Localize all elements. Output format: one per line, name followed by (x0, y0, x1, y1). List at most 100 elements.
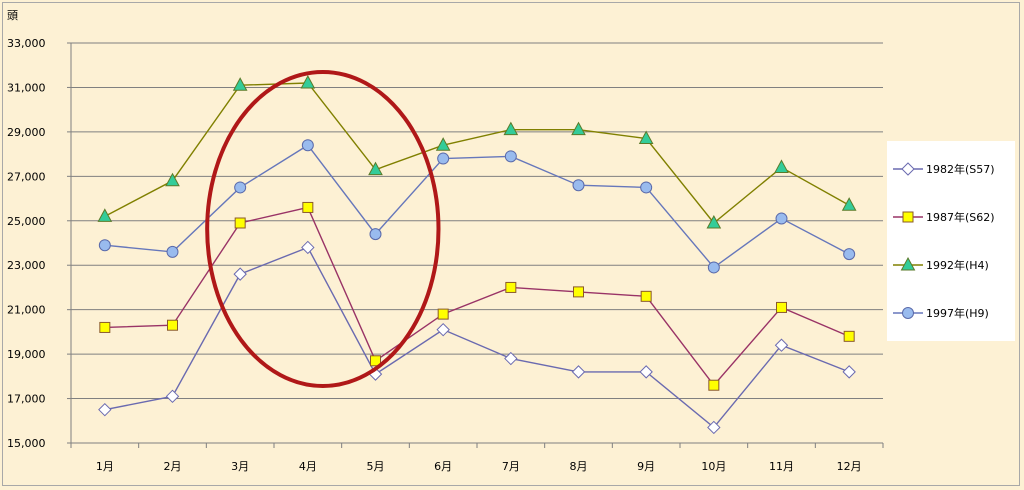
grid-lines (71, 42, 883, 444)
data-point (368, 161, 383, 176)
legend-marker (900, 256, 916, 271)
x-tick-label: 5月 (367, 460, 385, 473)
x-tick-label: 2月 (164, 460, 182, 473)
data-point (232, 77, 248, 91)
series-line (104, 246, 850, 429)
legend-item: 1992年(H4) (893, 256, 989, 272)
data-point (638, 130, 654, 145)
y-tick-label: 23,000 (7, 259, 46, 272)
x-tick-label: 12月 (837, 460, 862, 473)
legend-label: 1997年(H9) (926, 306, 989, 320)
axes (67, 42, 884, 448)
legend-label: 1992年(H4) (926, 258, 989, 272)
highlight-ellipse (205, 70, 441, 388)
x-tick-label: 6月 (434, 460, 452, 473)
series-3 (97, 74, 857, 229)
data-point (234, 181, 247, 194)
legend-item: 1987年(S62) (893, 210, 995, 224)
data-point (97, 208, 113, 222)
legend-label: 1987年(S62) (926, 210, 995, 224)
data-point (640, 181, 653, 194)
data-point (302, 201, 314, 213)
data-point (843, 330, 855, 342)
data-point (841, 197, 857, 211)
data-point (370, 355, 381, 367)
data-point (301, 139, 314, 152)
x-tick-label: 9月 (637, 460, 655, 473)
data-point (571, 365, 586, 379)
data-point (775, 212, 788, 225)
legend-item: 1982年(S57) (893, 162, 995, 176)
legend-marker (902, 307, 914, 319)
y-tick-label: 19,000 (7, 348, 46, 361)
data-point (503, 121, 519, 136)
series-line (104, 82, 850, 224)
data-point (505, 281, 517, 293)
x-tick-labels: 1月 2月 3月 4月 5月 6月 7月 8月 9月 10月 11月 12月 (96, 460, 862, 473)
data-point (774, 159, 789, 173)
legend-label: 1982年(S57) (926, 162, 995, 176)
data-point (436, 322, 450, 337)
y-tick-label: 17,000 (7, 393, 46, 406)
data-point (437, 308, 449, 320)
series-line (104, 206, 850, 387)
data-point (707, 420, 721, 435)
x-tick-label: 7月 (502, 460, 520, 473)
data-point (573, 286, 584, 298)
data-point (706, 214, 722, 229)
data-point (301, 240, 315, 255)
data-point (98, 239, 111, 252)
y-tick-label: 33,000 (7, 37, 46, 50)
legend-marker (902, 211, 914, 223)
x-tick-label: 10月 (701, 460, 726, 473)
legend-marker (901, 162, 915, 176)
data-point (842, 365, 856, 379)
data-point (165, 172, 180, 187)
data-point (774, 338, 789, 352)
series-line (104, 144, 850, 269)
y-tick-label: 27,000 (7, 170, 46, 183)
y-tick-labels: 15,000 17,000 19,000 21,000 23,000 25,000 27,0… (7, 37, 46, 450)
data-point (708, 379, 720, 391)
data-point (369, 228, 382, 241)
data-point (504, 150, 517, 163)
series-1 (98, 240, 856, 435)
x-tick-label: 8月 (570, 460, 588, 473)
x-tick-label: 4月 (299, 460, 317, 473)
data-point (99, 321, 111, 333)
series-4 (98, 139, 856, 274)
y-tick-label: 15,000 (7, 437, 46, 450)
data-point (707, 261, 720, 274)
data-point (437, 152, 450, 165)
y-tick-label: 25,000 (7, 215, 46, 228)
x-tick-label: 3月 (231, 460, 249, 473)
data-point (435, 137, 451, 151)
data-point (572, 179, 585, 192)
data-point (300, 74, 316, 89)
x-tick-label: 1月 (96, 460, 114, 473)
series-group (97, 74, 857, 435)
data-point (98, 402, 112, 417)
x-tick-label: 11月 (769, 460, 794, 473)
y-tick-label: 21,000 (7, 304, 46, 317)
y-tick-label: 31,000 (7, 81, 46, 94)
data-point (167, 319, 178, 331)
legend: 1982年(S57) 1987年(S62) 1992年(H4) 1997年(H9) (887, 141, 1015, 341)
data-point (166, 245, 179, 258)
data-point (165, 389, 180, 404)
legend-item: 1997年(H9) (893, 306, 989, 320)
data-point (776, 301, 787, 313)
annotation-group (205, 70, 441, 388)
data-point (639, 365, 653, 379)
data-point (843, 248, 856, 261)
data-point (233, 267, 247, 281)
line-chart: 15,000 17,000 19,000 21,000 23,000 25,000 27,0… (7, 9, 1015, 473)
series-2 (99, 201, 855, 391)
data-point (571, 121, 586, 136)
y-axis-unit-label: 頭 (7, 9, 18, 22)
data-point (640, 290, 652, 302)
data-point (504, 351, 518, 366)
data-point (234, 217, 246, 229)
y-tick-label: 29,000 (7, 126, 46, 139)
